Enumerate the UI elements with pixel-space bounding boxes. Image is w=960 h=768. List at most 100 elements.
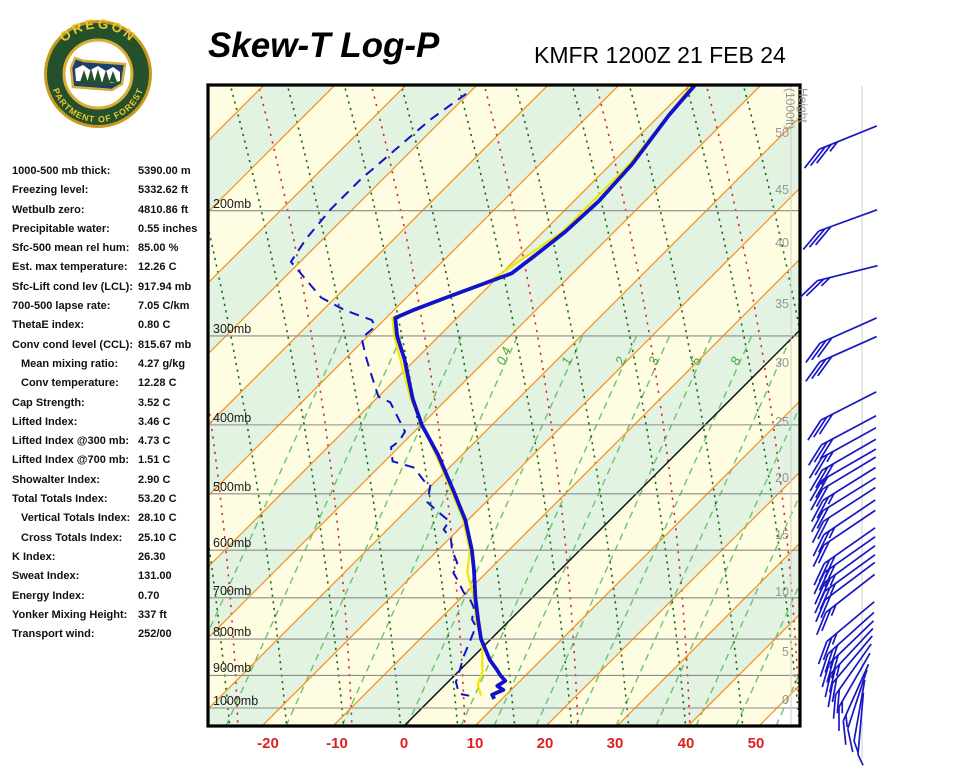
odf-logo: OREGON DEPARTMENT OF FORESTRY bbox=[44, 18, 152, 128]
pressure-label: 800mb bbox=[213, 625, 251, 639]
height-tick: 50 bbox=[775, 126, 789, 140]
index-row: K Index: 26.30 bbox=[12, 548, 212, 567]
index-row: Conv temperature: 12.28 C bbox=[12, 374, 212, 393]
barb-staff bbox=[827, 611, 875, 655]
barb-staff bbox=[818, 209, 878, 232]
barb-tick bbox=[826, 659, 835, 683]
mixing-ratio-label: 0.4 bbox=[493, 345, 514, 368]
index-value: 26.30 bbox=[138, 550, 166, 563]
barb-tick bbox=[808, 228, 826, 248]
index-label: Yonker Mixing Height: bbox=[12, 608, 128, 621]
barb-tick bbox=[830, 654, 840, 679]
temp-tick: -20 bbox=[257, 735, 279, 752]
barb-tick bbox=[807, 419, 822, 441]
barb-tick bbox=[827, 683, 834, 708]
barb-tick bbox=[842, 720, 847, 745]
index-value: 917.94 mb bbox=[138, 280, 192, 293]
height-axis-subtitle: (1000ft) bbox=[783, 88, 797, 129]
index-value: 12.26 C bbox=[138, 261, 177, 274]
barb-tick bbox=[809, 469, 823, 492]
barb-tick bbox=[813, 416, 828, 438]
barb-half-tick bbox=[853, 740, 859, 753]
barb-staff bbox=[823, 536, 876, 574]
temp-tick: -10 bbox=[326, 735, 348, 752]
index-value: 53.20 C bbox=[138, 493, 177, 506]
height-tick: 0 bbox=[782, 693, 789, 707]
barb-tick bbox=[809, 479, 823, 502]
barb-half-tick bbox=[829, 141, 839, 152]
station-datetime-label: KMFR 1200Z 21 FEB 24 bbox=[534, 42, 786, 68]
mixing-ratio-line bbox=[775, 673, 799, 725]
temp-tick: 30 bbox=[607, 735, 624, 752]
index-label: Sfc-500 mean rel hum: bbox=[12, 242, 130, 255]
index-row: Transport wind: 252/00 bbox=[12, 625, 212, 644]
barb-tick bbox=[815, 599, 827, 623]
barb-tick bbox=[828, 668, 836, 693]
index-label: Lifted Index: bbox=[12, 415, 78, 428]
isotherm bbox=[688, 614, 799, 725]
index-label: Mean mixing ratio: bbox=[21, 357, 119, 370]
zero-isotherm bbox=[403, 329, 799, 725]
wind-barb bbox=[819, 611, 875, 678]
isotherm bbox=[209, 86, 690, 567]
isotherm bbox=[546, 472, 799, 725]
pressure-label: 300mb bbox=[213, 322, 251, 336]
barb-half-tick bbox=[857, 754, 864, 766]
index-value: 28.10 C bbox=[138, 512, 177, 525]
index-row: Freezing level: 5332.62 ft bbox=[12, 181, 212, 200]
wind-barb bbox=[805, 317, 877, 364]
wind-barb bbox=[846, 669, 868, 753]
index-row: Sfc-500 mean rel hum: 85.00 % bbox=[12, 239, 212, 258]
barb-staff bbox=[819, 317, 877, 344]
barb-tick bbox=[816, 496, 830, 519]
index-label: Conv cond level (CCL): bbox=[12, 338, 134, 351]
isotherm bbox=[617, 543, 799, 725]
barb-tick bbox=[814, 590, 826, 614]
height-tick: 35 bbox=[775, 297, 789, 311]
index-value: 337 ft bbox=[138, 608, 167, 621]
height-tick: 15 bbox=[775, 528, 789, 542]
index-row: Energy Index: 0.70 bbox=[12, 587, 212, 606]
moist-adiabat bbox=[27, 80, 122, 730]
barb-tick bbox=[805, 361, 821, 382]
pressure-label: 400mb bbox=[213, 411, 251, 425]
temp-tick: 10 bbox=[467, 735, 484, 752]
index-row: Est. max temperature: 12.26 C bbox=[12, 258, 212, 277]
barb-half-tick bbox=[827, 493, 835, 505]
barb-tick bbox=[831, 678, 838, 703]
barb-staff bbox=[830, 627, 874, 675]
barb-tick bbox=[832, 694, 837, 719]
barb-staff bbox=[822, 466, 877, 502]
barb-tick bbox=[816, 506, 830, 529]
wind-barb bbox=[812, 499, 876, 557]
barb-tick bbox=[824, 564, 836, 588]
barb-staff bbox=[857, 692, 865, 755]
index-value: 12.28 C bbox=[138, 377, 177, 390]
wetbulb-trace bbox=[391, 86, 693, 697]
barb-tick bbox=[813, 441, 828, 463]
index-value: 4.27 g/kg bbox=[138, 357, 186, 370]
wind-barb bbox=[810, 477, 877, 533]
index-label: Lifted Index @700 mb: bbox=[12, 454, 130, 467]
index-row: 700-500 lapse rate: 7.05 C/km bbox=[12, 297, 212, 316]
wind-barb bbox=[815, 561, 876, 623]
barb-tick bbox=[811, 339, 827, 361]
index-row: Total Totals Index: 53.20 C bbox=[12, 490, 212, 509]
barb-staff bbox=[824, 561, 876, 601]
index-row: Lifted Index: 3.46 C bbox=[12, 413, 212, 432]
pressure-label: 1000mb bbox=[213, 694, 258, 708]
wind-barb bbox=[808, 426, 877, 479]
barb-tick bbox=[814, 226, 832, 246]
index-value: 3.46 C bbox=[138, 415, 171, 428]
barb-tick bbox=[815, 476, 829, 499]
index-row: Lifted Index @700 mb: 1.51 C bbox=[12, 451, 212, 470]
index-label: Est. max temperature: bbox=[12, 261, 128, 274]
dry-adiabat bbox=[799, 80, 914, 730]
wind-barb bbox=[842, 663, 870, 745]
barb-staff bbox=[825, 573, 876, 614]
index-row: Conv cond level (CCL): 815.67 mb bbox=[12, 336, 212, 355]
wind-barb bbox=[799, 264, 878, 298]
barb-half-tick bbox=[826, 451, 834, 463]
barb-staff bbox=[821, 448, 877, 481]
